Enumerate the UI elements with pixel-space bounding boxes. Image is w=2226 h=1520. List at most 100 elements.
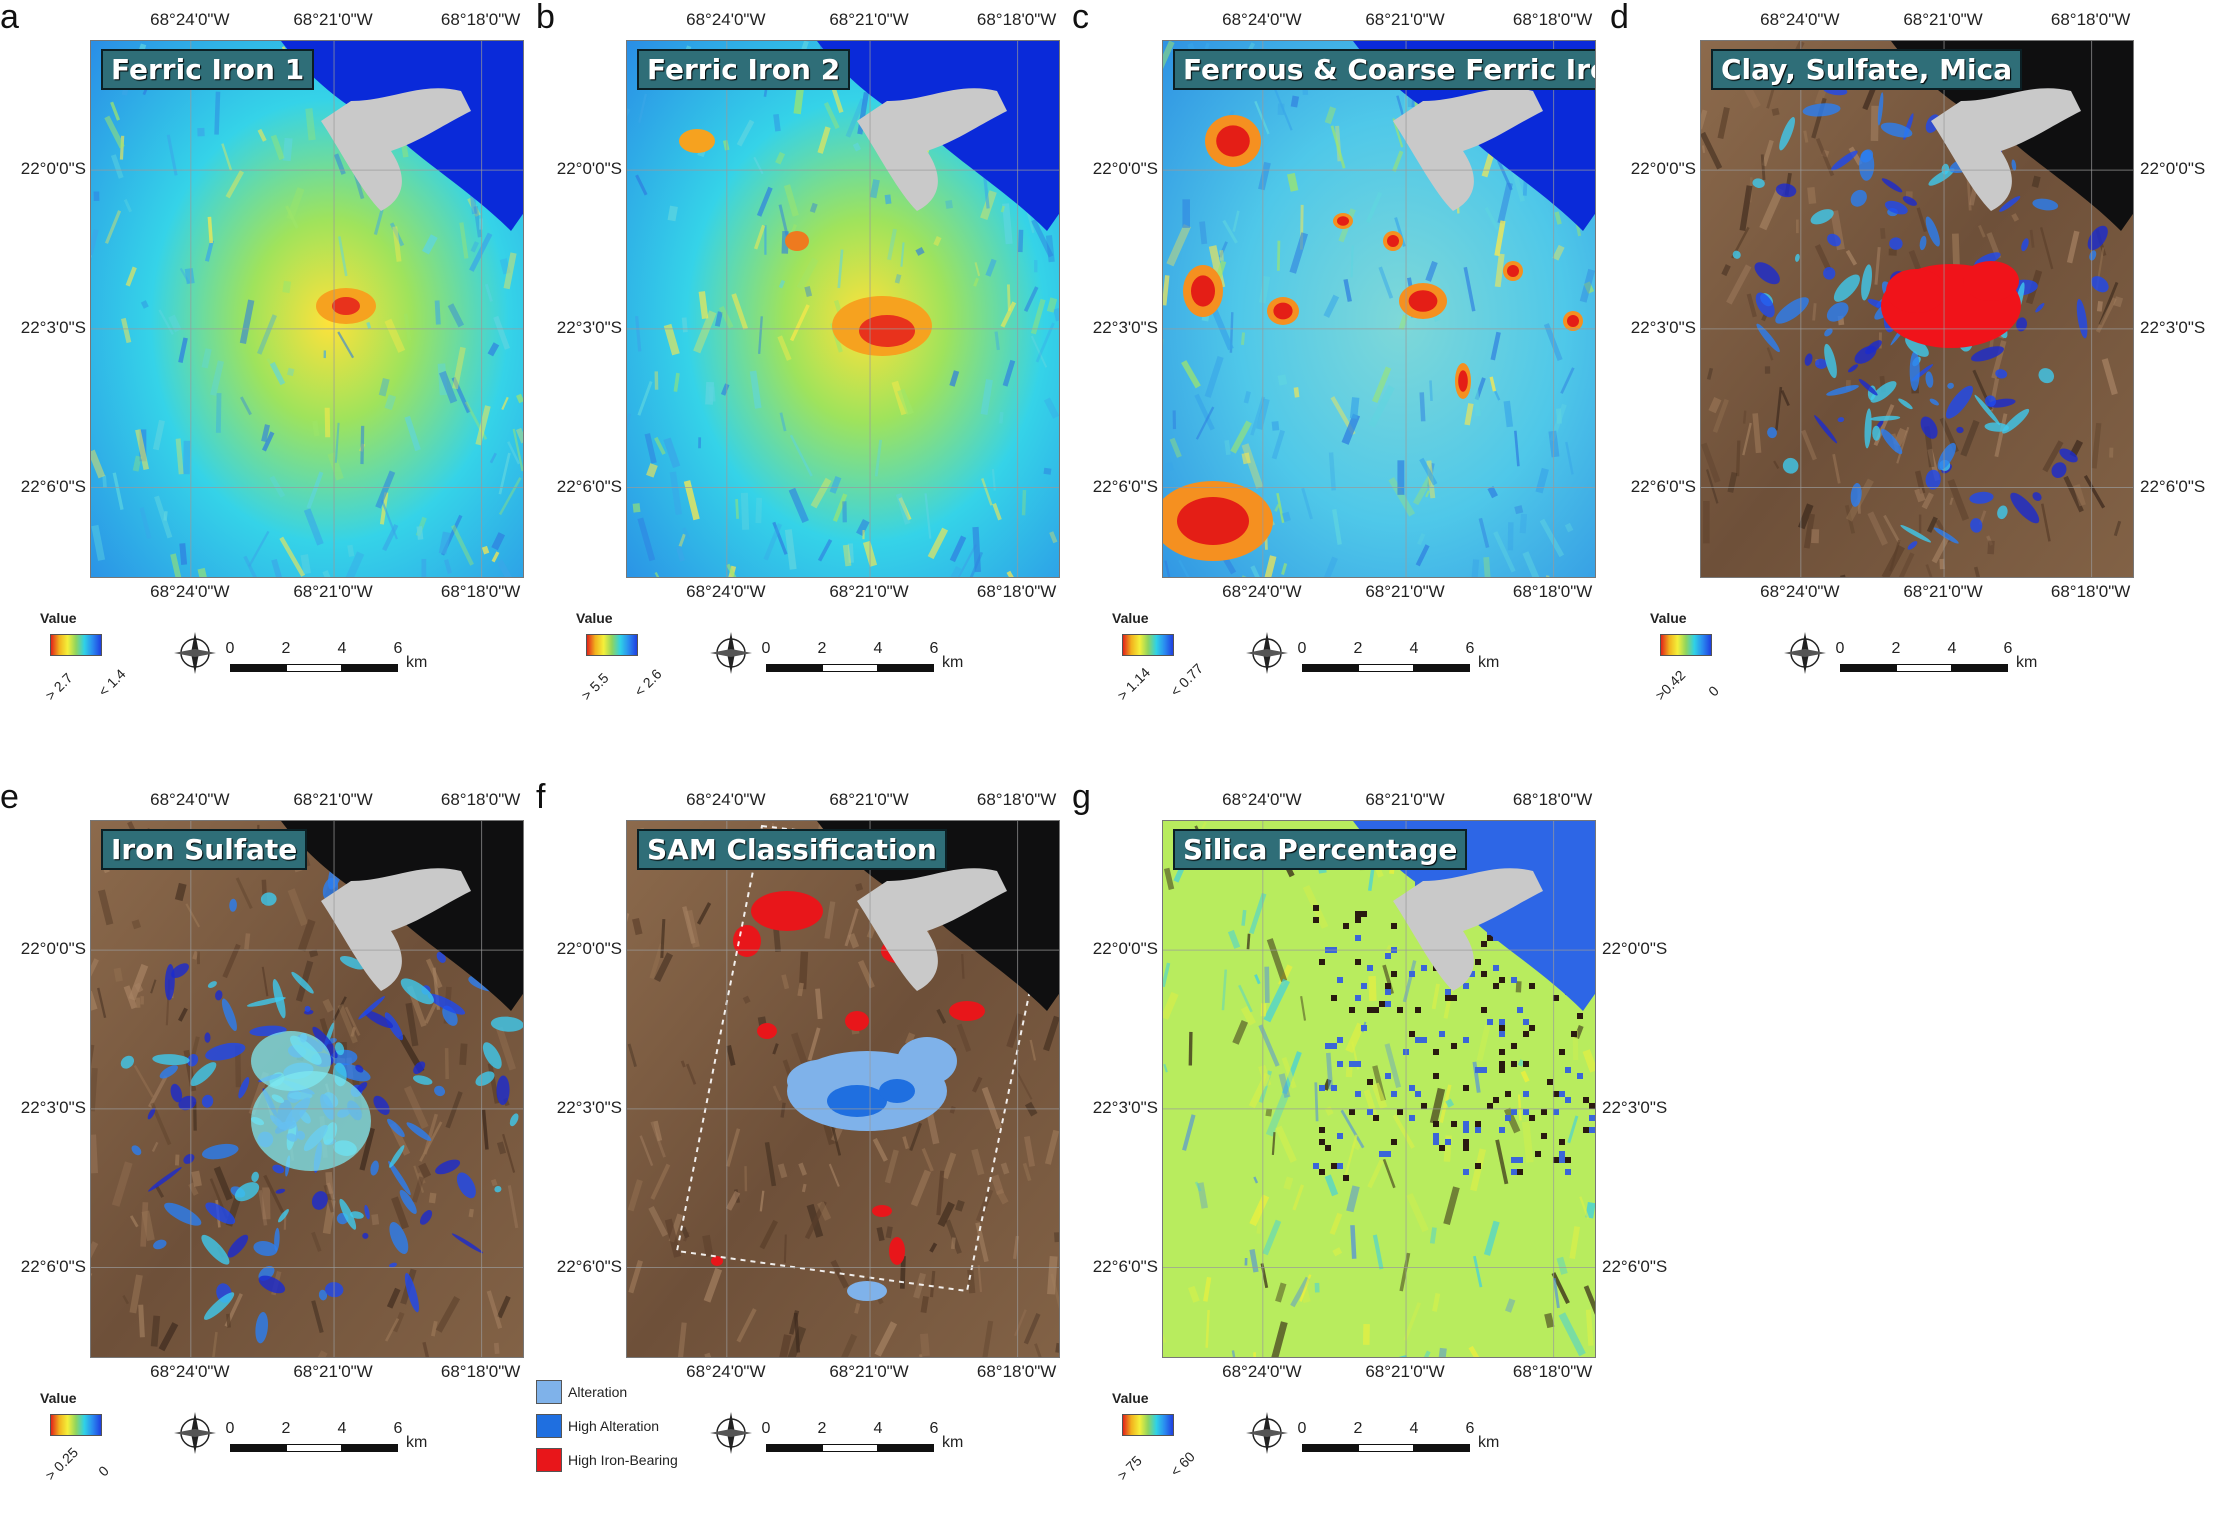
north-arrow-icon — [706, 1408, 756, 1458]
longitude-label: 68°21'0"W — [293, 582, 372, 602]
legend-low-label: 0 — [1705, 682, 1722, 699]
legend-high-label: > 5.5 — [578, 670, 612, 704]
legend-swatch — [536, 1380, 562, 1404]
scale-segment — [1414, 1444, 1470, 1452]
north-arrow-icon — [170, 1408, 220, 1458]
panel-letter: c — [1072, 0, 1089, 37]
scale-label: 0 — [226, 1420, 235, 1438]
legend-title: Value — [40, 1390, 77, 1406]
legend-title: Value — [576, 610, 613, 626]
scale-segment — [1952, 664, 2008, 672]
longitude-label: 68°18'0"W — [1513, 790, 1592, 810]
latitude-label: 22°3'0"S — [1093, 1098, 1158, 1118]
longitude-label: 68°21'0"W — [293, 790, 372, 810]
legend-high-label: > 2.7 — [42, 670, 76, 704]
legend-low-label: < 1.4 — [95, 666, 129, 700]
scale-unit: km — [942, 1434, 963, 1452]
longitude-label: 68°21'0"W — [829, 10, 908, 30]
scale-label: 2 — [282, 640, 291, 658]
legend-title: Value — [1112, 1390, 1149, 1406]
longitude-label: 68°24'0"W — [1222, 1362, 1301, 1382]
latitude-label: 22°3'0"S — [2140, 318, 2205, 338]
scale-label: 0 — [762, 1420, 771, 1438]
latitude-label: 22°6'0"S — [1631, 477, 1696, 497]
legend-high-label: > 0.25 — [42, 1444, 81, 1483]
map-e: Iron Sulfate — [90, 820, 524, 1358]
scale-segment — [1414, 664, 1470, 672]
scale-segment — [822, 1444, 878, 1452]
latitude-label: 22°3'0"S — [21, 1098, 86, 1118]
scale-unit: km — [406, 654, 427, 672]
legend-title: Value — [40, 610, 77, 626]
longitude-label: 68°18'0"W — [977, 790, 1056, 810]
scale-label: 0 — [226, 640, 235, 658]
latitude-label: 22°0'0"S — [1093, 159, 1158, 179]
map-title: SAM Classification — [637, 829, 947, 870]
longitude-label: 68°18'0"W — [1513, 10, 1592, 30]
longitude-label: 68°21'0"W — [1365, 10, 1444, 30]
scale-label: 6 — [930, 640, 939, 658]
longitude-label: 68°18'0"W — [1513, 1362, 1592, 1382]
map-title: Ferric Iron 1 — [101, 49, 314, 90]
longitude-label: 68°24'0"W — [150, 582, 229, 602]
scale-label: 2 — [1892, 640, 1901, 658]
panel-letter: e — [0, 778, 19, 817]
latitude-label: 22°3'0"S — [1093, 318, 1158, 338]
map-title: Clay, Sulfate, Mica — [1711, 49, 2022, 90]
longitude-label: 68°21'0"W — [293, 1362, 372, 1382]
scale-label: 2 — [282, 1420, 291, 1438]
longitude-label: 68°18'0"W — [1513, 582, 1592, 602]
longitude-label: 68°24'0"W — [150, 1362, 229, 1382]
map-title: Silica Percentage — [1173, 829, 1467, 870]
latitude-label: 22°6'0"S — [557, 477, 622, 497]
map-raster — [1701, 41, 2134, 578]
scale-segment — [342, 1444, 398, 1452]
map-b: Ferric Iron 2 — [626, 40, 1060, 578]
latitude-label: 22°6'0"S — [1602, 1257, 1667, 1277]
panel-letter: f — [536, 778, 545, 817]
legend-swatch — [536, 1414, 562, 1438]
longitude-label: 68°24'0"W — [1222, 10, 1301, 30]
scale-label: 0 — [1298, 640, 1307, 658]
scale-label: 2 — [818, 1420, 827, 1438]
scale-segment — [766, 664, 822, 672]
scale-segment — [286, 664, 342, 672]
scale-label: 0 — [762, 640, 771, 658]
latitude-label: 22°3'0"S — [21, 318, 86, 338]
legend-high-label: > 1.14 — [1114, 664, 1153, 703]
panel-letter: d — [1610, 0, 1629, 37]
panel-letter: a — [0, 0, 19, 37]
latitude-label: 22°0'0"S — [21, 159, 86, 179]
legend-label: Alteration — [568, 1384, 627, 1400]
latitude-label: 22°3'0"S — [1602, 1098, 1667, 1118]
map-raster — [627, 821, 1060, 1358]
longitude-label: 68°21'0"W — [1903, 10, 1982, 30]
latitude-label: 22°3'0"S — [557, 318, 622, 338]
legend-low-label: 0 — [95, 1462, 112, 1479]
longitude-label: 68°21'0"W — [829, 790, 908, 810]
scale-label: 6 — [930, 1420, 939, 1438]
scale-segment — [286, 1444, 342, 1452]
latitude-label: 22°0'0"S — [557, 159, 622, 179]
map-d: Clay, Sulfate, Mica — [1700, 40, 2134, 578]
panel-letter: g — [1072, 778, 1091, 817]
scale-segment — [230, 664, 286, 672]
high-value-zone — [1881, 261, 2021, 348]
latitude-label: 22°0'0"S — [557, 939, 622, 959]
